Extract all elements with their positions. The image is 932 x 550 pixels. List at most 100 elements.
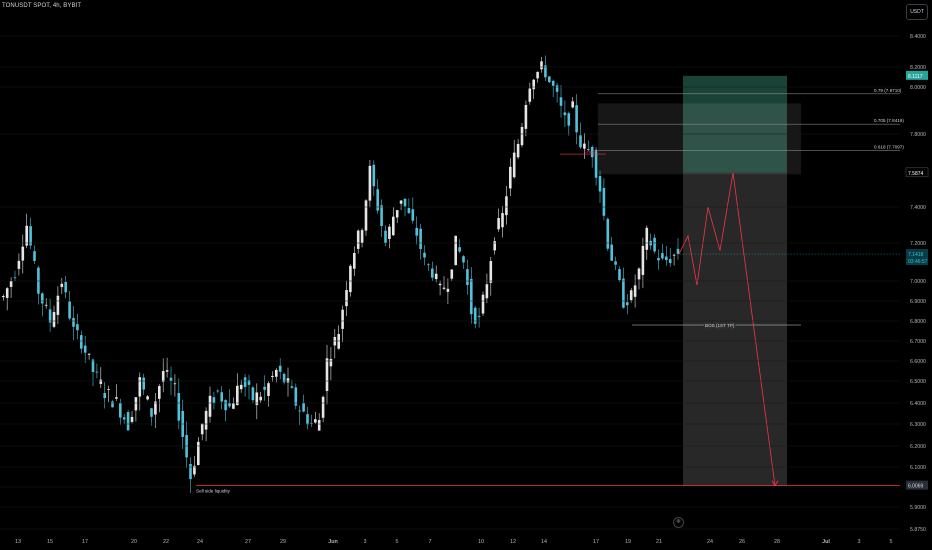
candle[interactable]: [154, 401, 157, 415]
candle[interactable]: [278, 365, 282, 372]
candle[interactable]: [629, 290, 633, 301]
candle[interactable]: [528, 88, 532, 102]
candle[interactable]: [353, 253, 356, 269]
candle[interactable]: [220, 392, 223, 402]
candle[interactable]: [462, 256, 465, 263]
candle[interactable]: [540, 61, 543, 70]
candle[interactable]: [329, 358, 333, 367]
candle[interactable]: [395, 210, 399, 218]
candle[interactable]: [119, 403, 122, 418]
candle[interactable]: [516, 143, 520, 158]
candle[interactable]: [505, 196, 508, 216]
candle[interactable]: [403, 198, 407, 207]
candle[interactable]: [310, 423, 313, 424]
candle[interactable]: [236, 385, 239, 406]
candle[interactable]: [481, 294, 485, 314]
candle[interactable]: [668, 259, 672, 264]
candle[interactable]: [111, 401, 114, 408]
candle[interactable]: [103, 393, 106, 399]
candle[interactable]: [583, 143, 586, 149]
candle[interactable]: [115, 397, 118, 399]
candle[interactable]: [665, 256, 668, 261]
candle[interactable]: [302, 402, 305, 412]
candle[interactable]: [571, 101, 574, 108]
candle[interactable]: [431, 268, 434, 278]
candle[interactable]: [193, 465, 196, 475]
candle[interactable]: [493, 241, 496, 251]
candle[interactable]: [91, 359, 95, 372]
candle[interactable]: [384, 230, 387, 244]
candle[interactable]: [485, 284, 489, 299]
candle[interactable]: [122, 417, 126, 420]
candle[interactable]: [399, 200, 403, 204]
candle[interactable]: [48, 309, 52, 323]
candle[interactable]: [321, 396, 325, 418]
candle[interactable]: [337, 334, 340, 349]
candle[interactable]: [594, 149, 598, 178]
candle[interactable]: [645, 227, 649, 250]
candle[interactable]: [21, 246, 25, 261]
candle[interactable]: [372, 164, 376, 187]
candle[interactable]: [512, 152, 516, 178]
candle[interactable]: [60, 283, 64, 288]
candle[interactable]: [208, 395, 212, 417]
candle[interactable]: [177, 393, 181, 421]
candle[interactable]: [306, 414, 309, 425]
candle[interactable]: [13, 277, 17, 279]
candle[interactable]: [575, 105, 578, 133]
candle[interactable]: [317, 420, 321, 431]
candle[interactable]: [212, 397, 216, 404]
candle[interactable]: [450, 269, 454, 279]
candle[interactable]: [610, 244, 613, 261]
candle[interactable]: [524, 105, 528, 129]
candle[interactable]: [380, 205, 383, 226]
candle[interactable]: [633, 285, 637, 297]
candle[interactable]: [598, 176, 602, 192]
candle[interactable]: [653, 237, 656, 252]
candle[interactable]: [559, 97, 563, 106]
candle[interactable]: [216, 390, 220, 392]
candle[interactable]: [52, 312, 56, 327]
candle[interactable]: [676, 248, 680, 254]
candle[interactable]: [83, 345, 87, 353]
candle[interactable]: [427, 264, 430, 266]
candle[interactable]: [563, 112, 567, 116]
candle[interactable]: [255, 392, 259, 405]
candle[interactable]: [9, 281, 13, 287]
candle[interactable]: [41, 293, 44, 304]
candle[interactable]: [29, 226, 32, 246]
candle[interactable]: [228, 403, 231, 407]
candle[interactable]: [146, 396, 149, 400]
candle[interactable]: [411, 209, 415, 221]
candle[interactable]: [138, 377, 142, 397]
candle[interactable]: [356, 230, 360, 249]
candle[interactable]: [37, 267, 40, 294]
candle[interactable]: [169, 377, 173, 382]
candle[interactable]: [2, 296, 5, 298]
candle[interactable]: [232, 403, 235, 409]
candle[interactable]: [392, 216, 395, 236]
candle[interactable]: [458, 247, 461, 252]
candle[interactable]: [263, 386, 266, 390]
candle[interactable]: [434, 273, 438, 280]
candle[interactable]: [368, 165, 372, 201]
candle[interactable]: [637, 268, 641, 280]
candle[interactable]: [548, 76, 551, 83]
candle[interactable]: [189, 464, 192, 480]
candle[interactable]: [87, 353, 91, 355]
candle[interactable]: [325, 358, 329, 391]
candle[interactable]: [622, 278, 625, 308]
candle[interactable]: [555, 85, 559, 92]
candle[interactable]: [606, 218, 610, 249]
candle[interactable]: [126, 412, 130, 431]
candle[interactable]: [349, 265, 352, 293]
candle[interactable]: [72, 318, 75, 327]
candle[interactable]: [473, 307, 477, 324]
candle[interactable]: [520, 126, 524, 146]
candle[interactable]: [68, 301, 71, 319]
candle[interactable]: [158, 386, 161, 399]
stop-zone[interactable]: [683, 172, 787, 486]
candle[interactable]: [56, 295, 60, 315]
candle[interactable]: [536, 71, 539, 79]
